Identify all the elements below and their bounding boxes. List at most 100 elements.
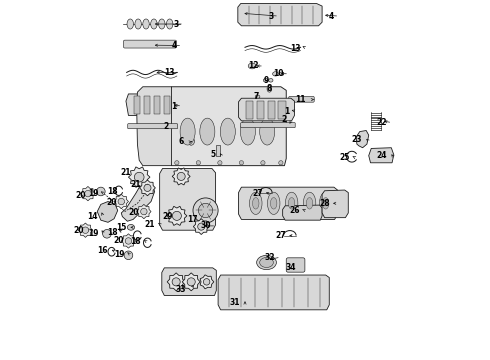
- Ellipse shape: [127, 225, 135, 230]
- Bar: [154, 96, 160, 114]
- Circle shape: [97, 187, 105, 196]
- Ellipse shape: [220, 118, 235, 145]
- Text: 1: 1: [285, 107, 290, 116]
- Text: 18: 18: [107, 228, 118, 237]
- Bar: [246, 101, 253, 119]
- Circle shape: [198, 203, 213, 218]
- Text: 27: 27: [252, 189, 263, 198]
- Text: 22: 22: [376, 118, 387, 127]
- Text: 20: 20: [75, 190, 86, 199]
- Ellipse shape: [322, 198, 329, 209]
- Text: 5: 5: [211, 150, 216, 159]
- Polygon shape: [368, 148, 394, 163]
- Text: 13: 13: [290, 44, 300, 53]
- Text: 30: 30: [200, 221, 211, 230]
- Circle shape: [239, 161, 244, 165]
- Text: 21: 21: [131, 180, 141, 189]
- Text: 2: 2: [281, 115, 287, 124]
- Polygon shape: [126, 94, 177, 116]
- Text: 6: 6: [178, 138, 183, 147]
- Ellipse shape: [200, 118, 215, 145]
- Ellipse shape: [270, 198, 277, 209]
- Ellipse shape: [252, 198, 259, 209]
- Text: 20: 20: [107, 198, 117, 207]
- Polygon shape: [182, 273, 200, 291]
- Polygon shape: [122, 182, 155, 221]
- Text: 19: 19: [88, 229, 98, 238]
- Ellipse shape: [306, 198, 313, 209]
- Polygon shape: [97, 202, 118, 222]
- Text: 20: 20: [129, 208, 139, 217]
- Ellipse shape: [249, 192, 262, 215]
- Circle shape: [118, 198, 124, 205]
- FancyBboxPatch shape: [289, 96, 314, 102]
- Circle shape: [85, 190, 91, 197]
- Polygon shape: [322, 190, 348, 218]
- Polygon shape: [78, 223, 93, 237]
- Ellipse shape: [263, 78, 269, 82]
- Text: 15: 15: [117, 223, 127, 232]
- Polygon shape: [283, 205, 322, 220]
- Polygon shape: [137, 204, 151, 219]
- Polygon shape: [137, 87, 172, 166]
- Text: 31: 31: [229, 298, 240, 307]
- Circle shape: [196, 161, 200, 165]
- Circle shape: [218, 161, 222, 165]
- Circle shape: [203, 279, 210, 285]
- Polygon shape: [239, 187, 338, 220]
- Text: 16: 16: [98, 246, 108, 255]
- Text: 17: 17: [187, 215, 197, 224]
- FancyBboxPatch shape: [286, 258, 305, 272]
- Circle shape: [144, 184, 151, 192]
- Ellipse shape: [319, 192, 332, 215]
- Bar: [268, 101, 275, 119]
- Polygon shape: [167, 206, 187, 225]
- Polygon shape: [200, 275, 214, 289]
- Circle shape: [124, 251, 133, 260]
- Polygon shape: [140, 180, 155, 196]
- Ellipse shape: [255, 95, 260, 99]
- Polygon shape: [128, 167, 150, 187]
- Circle shape: [177, 172, 185, 180]
- Ellipse shape: [127, 19, 133, 29]
- Ellipse shape: [260, 118, 275, 145]
- Bar: [144, 96, 150, 114]
- Ellipse shape: [272, 72, 278, 76]
- Text: 24: 24: [376, 151, 387, 160]
- Text: 13: 13: [165, 68, 175, 77]
- Text: 1: 1: [172, 102, 177, 111]
- Polygon shape: [160, 168, 216, 230]
- Ellipse shape: [188, 137, 195, 145]
- Ellipse shape: [285, 192, 298, 215]
- Ellipse shape: [260, 257, 273, 267]
- Text: 32: 32: [265, 253, 275, 262]
- Text: 21: 21: [145, 220, 155, 229]
- Circle shape: [197, 223, 205, 230]
- Polygon shape: [356, 131, 368, 148]
- Ellipse shape: [289, 198, 295, 209]
- Text: 2: 2: [164, 122, 169, 131]
- Text: 29: 29: [163, 212, 173, 221]
- Text: 34: 34: [286, 264, 296, 273]
- Text: 25: 25: [340, 153, 350, 162]
- Polygon shape: [162, 268, 216, 296]
- Text: 20: 20: [114, 237, 124, 246]
- Polygon shape: [167, 273, 185, 291]
- Text: 21: 21: [120, 168, 131, 177]
- Circle shape: [141, 208, 147, 215]
- Bar: [216, 145, 220, 156]
- Text: 19: 19: [114, 250, 125, 259]
- Bar: [134, 96, 140, 114]
- Ellipse shape: [180, 118, 195, 145]
- Ellipse shape: [240, 118, 255, 145]
- Circle shape: [193, 198, 218, 223]
- Text: 3: 3: [173, 19, 179, 28]
- Circle shape: [175, 161, 179, 165]
- Polygon shape: [238, 4, 322, 26]
- Ellipse shape: [151, 19, 157, 29]
- Ellipse shape: [257, 255, 276, 270]
- Text: 12: 12: [248, 62, 259, 71]
- Polygon shape: [169, 87, 286, 166]
- Text: 3: 3: [269, 12, 274, 21]
- Ellipse shape: [268, 192, 280, 215]
